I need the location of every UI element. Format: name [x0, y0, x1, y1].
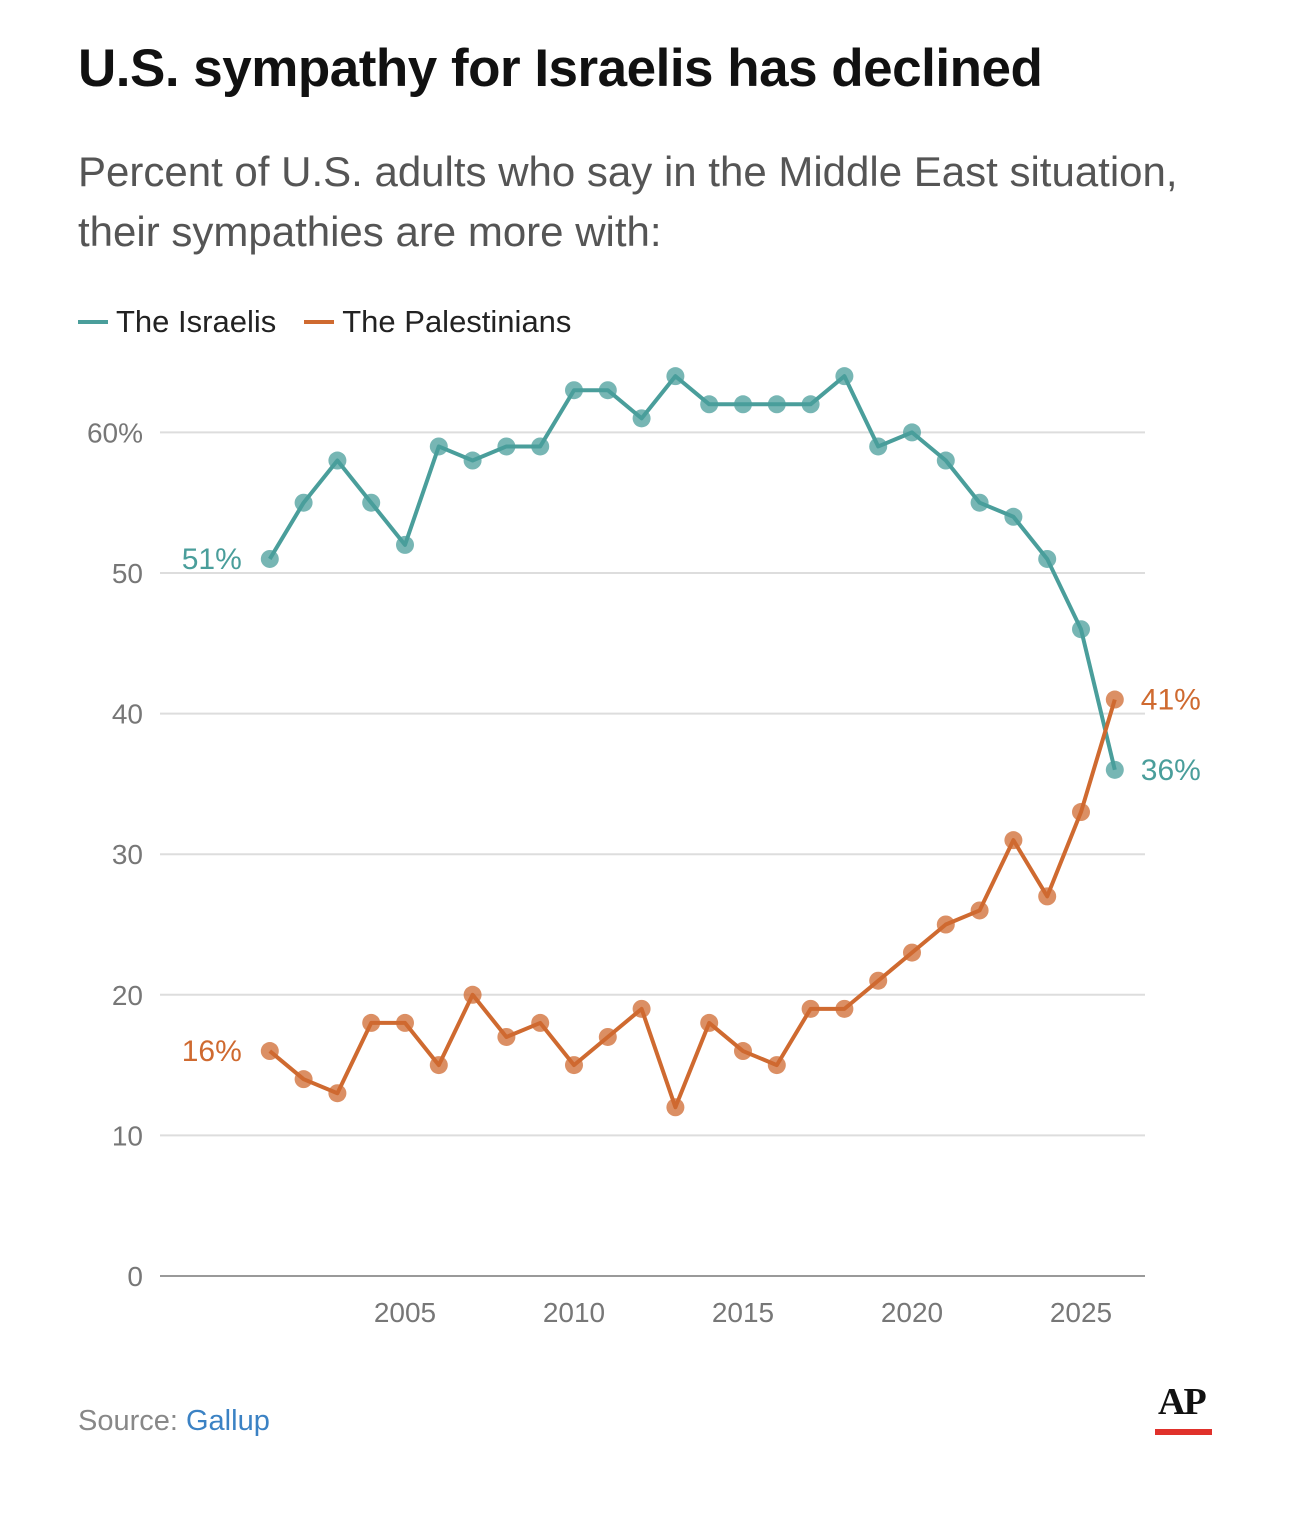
data-point — [1038, 887, 1057, 906]
ap-logo: AP — [1158, 1381, 1207, 1423]
data-point — [666, 367, 685, 386]
data-point — [767, 1056, 786, 1075]
legend-swatch — [78, 320, 108, 324]
data-point — [396, 535, 414, 554]
data-point — [497, 437, 516, 456]
legend-label: The Israelis — [116, 304, 277, 339]
data-point — [734, 1042, 752, 1061]
data-point — [294, 493, 313, 512]
data-point — [328, 1084, 347, 1103]
data-point — [260, 549, 279, 568]
chart-title: U.S. sympathy for Israelis has declined — [78, 39, 1043, 98]
data-point — [598, 1027, 617, 1046]
series-line-0 — [268, 374, 1117, 771]
x-tick-label: 2010 — [543, 1297, 605, 1328]
legend-item-palestinians: The Palestinians — [304, 304, 571, 340]
data-point — [869, 971, 888, 990]
data-point — [835, 367, 854, 386]
data-point — [632, 999, 651, 1018]
data-point — [598, 381, 617, 400]
y-tick-label: 50 — [112, 558, 143, 589]
data-point — [463, 985, 482, 1004]
legend: The Israelis The Palestinians — [78, 304, 571, 340]
data-point — [1038, 549, 1057, 568]
source-link[interactable]: Gallup — [186, 1405, 270, 1437]
y-tick-label: 30 — [112, 839, 143, 870]
start-value-label: 16% — [182, 1035, 242, 1068]
x-tick-label: 2005 — [374, 1297, 436, 1328]
y-tick-label: 0 — [127, 1261, 143, 1292]
x-tick-label: 2025 — [1050, 1297, 1112, 1328]
data-point — [767, 395, 786, 414]
legend-swatch — [304, 320, 335, 324]
data-point — [362, 493, 381, 512]
end-value-label: 36% — [1141, 754, 1201, 787]
data-point — [429, 1056, 448, 1075]
data-point — [396, 1013, 414, 1032]
ap-logo-bar — [1155, 1429, 1212, 1435]
end-value-label: 41% — [1141, 684, 1201, 717]
x-tick-label: 2015 — [712, 1297, 774, 1328]
data-point — [970, 901, 989, 920]
y-tick-label: 40 — [112, 699, 143, 730]
data-point — [1004, 831, 1023, 850]
data-point — [936, 451, 955, 470]
data-point — [565, 1056, 583, 1075]
series-line-1 — [268, 698, 1117, 1110]
y-tick-label: 10 — [112, 1120, 143, 1151]
data-point — [801, 395, 820, 414]
y-tick-label: 20 — [112, 980, 143, 1011]
data-point — [328, 451, 347, 470]
data-point — [531, 437, 550, 456]
data-point — [362, 1013, 381, 1032]
data-point — [1072, 620, 1090, 639]
data-point — [565, 381, 583, 400]
data-point — [1105, 760, 1124, 779]
source-note: Source: Gallup — [78, 1405, 270, 1438]
data-point — [1105, 690, 1124, 709]
data-point — [666, 1098, 685, 1117]
data-point — [294, 1070, 313, 1089]
data-point — [936, 915, 955, 934]
data-point — [801, 999, 820, 1018]
y-tick-label: 60% — [87, 417, 143, 448]
data-point — [903, 423, 921, 442]
data-point — [632, 409, 651, 428]
data-point — [869, 437, 888, 456]
data-point — [531, 1013, 550, 1032]
data-point — [497, 1027, 516, 1046]
data-point — [700, 1013, 719, 1032]
x-tick-label: 2020 — [881, 1297, 943, 1328]
data-point — [700, 395, 719, 414]
legend-label: The Palestinians — [342, 304, 572, 339]
data-point — [970, 493, 989, 512]
legend-item-israelis: The Israelis — [78, 304, 276, 340]
source-prefix: Source: — [78, 1405, 186, 1437]
data-point — [429, 437, 448, 456]
start-value-label: 51% — [182, 543, 242, 576]
data-point — [260, 1042, 279, 1061]
chart-subtitle: Percent of U.S. adults who say in the Mi… — [78, 148, 1178, 255]
data-point — [835, 999, 854, 1018]
data-point — [734, 395, 752, 414]
data-point — [1072, 803, 1090, 822]
data-point — [1004, 507, 1023, 526]
data-point — [903, 943, 921, 962]
data-point — [463, 451, 482, 470]
